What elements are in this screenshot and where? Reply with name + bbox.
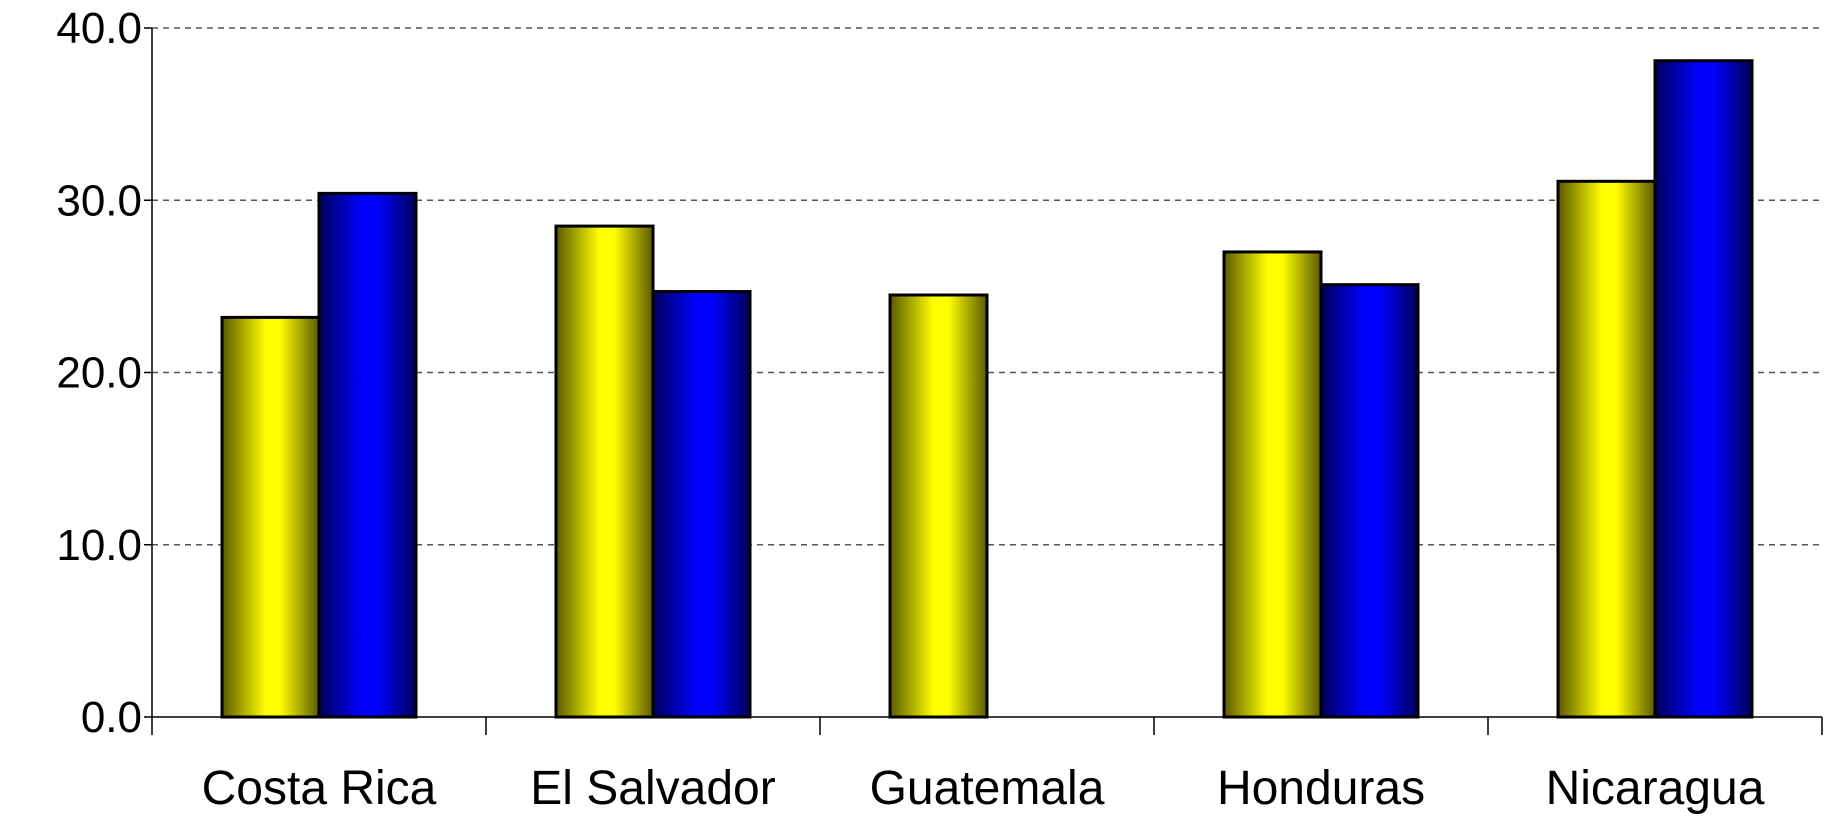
x-category-label: El Salvador — [530, 762, 775, 815]
y-tick-label: 30.0 — [56, 176, 142, 225]
bar-el-salvador-series-1 — [554, 224, 655, 719]
bar-costa-rica-series-2 — [317, 191, 418, 719]
axes — [144, 27, 1823, 735]
x-category-label: Honduras — [1217, 762, 1425, 815]
bar-honduras-series-2 — [1319, 283, 1420, 719]
y-tick-label: 0.0 — [81, 693, 142, 742]
x-category-label: Guatemala — [870, 762, 1105, 815]
bar-el-salvador-series-2 — [651, 290, 752, 719]
bar-nicaragua-series-1 — [1556, 179, 1657, 719]
gridlines — [152, 27, 1822, 546]
x-category-label: Costa Rica — [202, 762, 437, 815]
bar-nicaragua-series-2 — [1653, 59, 1754, 719]
y-tick-label: 10.0 — [56, 521, 142, 570]
labels: 0.0 10.0 20.0 30.0 40.0 Costa Rica El Salvador… — [56, 4, 1764, 815]
x-category-label: Nicaragua — [1546, 762, 1765, 815]
bar-guatemala-series-1 — [888, 293, 989, 719]
bar-honduras-series-1 — [1222, 250, 1323, 719]
bar-costa-rica-series-1 — [220, 315, 321, 719]
y-tick-label: 40.0 — [56, 4, 142, 53]
bars — [220, 59, 1754, 719]
y-tick-label: 20.0 — [56, 349, 142, 398]
